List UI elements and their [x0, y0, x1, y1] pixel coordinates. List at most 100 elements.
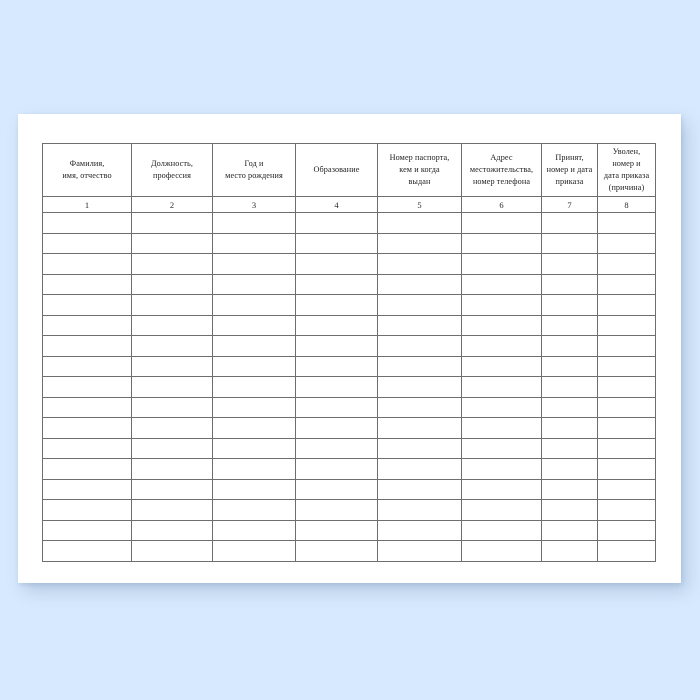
table-cell[interactable]: [212, 273, 296, 295]
table-row[interactable]: [42, 376, 656, 398]
table-cell[interactable]: [295, 478, 378, 500]
table-cell[interactable]: [131, 376, 213, 398]
table-cell[interactable]: [377, 417, 462, 439]
table-cell[interactable]: [42, 540, 132, 562]
table-row[interactable]: [42, 273, 656, 295]
table-cell[interactable]: [541, 437, 598, 459]
table-cell[interactable]: [295, 458, 378, 480]
table-cell[interactable]: [461, 478, 542, 500]
table-cell[interactable]: [597, 212, 656, 234]
table-cell[interactable]: [131, 540, 213, 562]
table-cell[interactable]: [377, 273, 462, 295]
table-cell[interactable]: [212, 355, 296, 377]
table-cell[interactable]: [212, 499, 296, 521]
table-row[interactable]: [42, 540, 656, 562]
table-cell[interactable]: [461, 376, 542, 398]
table-row[interactable]: [42, 335, 656, 357]
table-cell[interactable]: [541, 540, 598, 562]
table-cell[interactable]: [212, 519, 296, 541]
table-cell[interactable]: [461, 253, 542, 275]
table-cell[interactable]: [377, 212, 462, 234]
table-cell[interactable]: [377, 376, 462, 398]
table-row[interactable]: [42, 314, 656, 336]
table-cell[interactable]: [597, 417, 656, 439]
table-cell[interactable]: [377, 499, 462, 521]
table-cell[interactable]: [377, 396, 462, 418]
table-cell[interactable]: [541, 376, 598, 398]
table-cell[interactable]: [597, 294, 656, 316]
table-row[interactable]: [42, 355, 656, 377]
table-cell[interactable]: [597, 355, 656, 377]
table-row[interactable]: [42, 232, 656, 254]
table-cell[interactable]: [377, 253, 462, 275]
table-row[interactable]: [42, 253, 656, 275]
table-cell[interactable]: [42, 294, 132, 316]
table-cell[interactable]: [541, 396, 598, 418]
table-cell[interactable]: [461, 335, 542, 357]
table-cell[interactable]: [131, 212, 213, 234]
table-cell[interactable]: [212, 335, 296, 357]
table-cell[interactable]: [461, 273, 542, 295]
table-cell[interactable]: [295, 396, 378, 418]
table-cell[interactable]: [541, 273, 598, 295]
table-cell[interactable]: [295, 232, 378, 254]
table-cell[interactable]: [541, 335, 598, 357]
table-cell[interactable]: [131, 437, 213, 459]
table-cell[interactable]: [212, 314, 296, 336]
table-cell[interactable]: [377, 355, 462, 377]
table-cell[interactable]: [541, 314, 598, 336]
table-cell[interactable]: [212, 376, 296, 398]
table-cell[interactable]: [461, 417, 542, 439]
table-row[interactable]: [42, 437, 656, 459]
table-cell[interactable]: [212, 478, 296, 500]
table-cell[interactable]: [42, 212, 132, 234]
table-cell[interactable]: [212, 396, 296, 418]
table-cell[interactable]: [131, 253, 213, 275]
table-cell[interactable]: [131, 294, 213, 316]
table-cell[interactable]: [131, 355, 213, 377]
table-cell[interactable]: [295, 294, 378, 316]
table-cell[interactable]: [461, 355, 542, 377]
table-cell[interactable]: [295, 540, 378, 562]
table-cell[interactable]: [377, 437, 462, 459]
table-cell[interactable]: [541, 212, 598, 234]
table-cell[interactable]: [597, 273, 656, 295]
table-cell[interactable]: [42, 499, 132, 521]
table-cell[interactable]: [461, 294, 542, 316]
table-cell[interactable]: [212, 540, 296, 562]
table-cell[interactable]: [597, 253, 656, 275]
table-cell[interactable]: [295, 519, 378, 541]
table-cell[interactable]: [42, 396, 132, 418]
table-cell[interactable]: [131, 335, 213, 357]
table-cell[interactable]: [597, 478, 656, 500]
table-cell[interactable]: [461, 212, 542, 234]
table-cell[interactable]: [131, 458, 213, 480]
table-cell[interactable]: [42, 478, 132, 500]
table-cell[interactable]: [131, 314, 213, 336]
table-cell[interactable]: [295, 376, 378, 398]
table-cell[interactable]: [295, 499, 378, 521]
table-cell[interactable]: [42, 314, 132, 336]
table-cell[interactable]: [212, 232, 296, 254]
table-cell[interactable]: [597, 540, 656, 562]
table-cell[interactable]: [597, 376, 656, 398]
table-cell[interactable]: [131, 478, 213, 500]
table-cell[interactable]: [541, 478, 598, 500]
table-cell[interactable]: [377, 335, 462, 357]
table-cell[interactable]: [131, 499, 213, 521]
table-cell[interactable]: [42, 417, 132, 439]
table-cell[interactable]: [377, 314, 462, 336]
table-cell[interactable]: [295, 314, 378, 336]
table-cell[interactable]: [597, 335, 656, 357]
table-cell[interactable]: [541, 253, 598, 275]
table-cell[interactable]: [42, 273, 132, 295]
table-cell[interactable]: [461, 540, 542, 562]
table-cell[interactable]: [42, 232, 132, 254]
table-cell[interactable]: [597, 232, 656, 254]
table-cell[interactable]: [295, 253, 378, 275]
table-cell[interactable]: [212, 294, 296, 316]
table-cell[interactable]: [42, 458, 132, 480]
table-cell[interactable]: [461, 499, 542, 521]
table-cell[interactable]: [295, 273, 378, 295]
table-cell[interactable]: [597, 396, 656, 418]
